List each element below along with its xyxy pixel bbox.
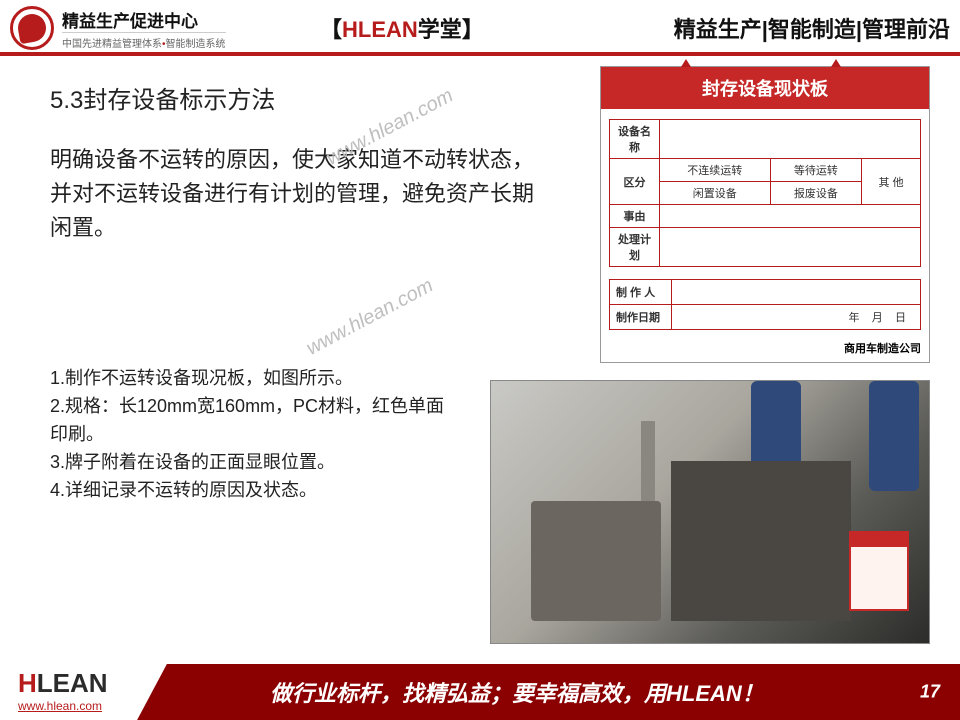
slide-content: www.hlean.com www.hlean.com 5.3封存设备标示方法 … — [0, 56, 960, 656]
instruction-item: 2.规格：长120mm宽160mm，PC材料，红色单面印刷。 — [50, 393, 450, 449]
instruction-item: 4.详细记录不运转的原因及状态。 — [50, 477, 450, 505]
category-cell: 报废设备 — [770, 182, 862, 205]
status-board-body: 设备名称 区分 不连续运转 等待运转 其 他 闲置设备 报废设备 事由 — [601, 109, 929, 336]
status-board-meta-table: 制 作 人 制作日期 年 月 日 — [609, 279, 921, 330]
equipment-photo — [490, 380, 930, 644]
header-center-title: 【HLEAN学堂】 — [320, 12, 484, 44]
page-number: 17 — [920, 682, 940, 703]
row-value — [672, 280, 921, 305]
status-board-table: 设备名称 区分 不连续运转 等待运转 其 他 闲置设备 报废设备 事由 — [609, 119, 921, 267]
slide-footer: HLEAN www.hlean.com 做行业标杆，找精弘益；要幸福高效，用HL… — [0, 664, 960, 720]
row-label: 制 作 人 — [610, 280, 672, 305]
row-label: 制作日期 — [610, 305, 672, 330]
watermark: www.hlean.com — [303, 274, 437, 360]
category-cell: 其 他 — [862, 159, 921, 205]
row-label: 事由 — [610, 205, 660, 228]
slide-header: 精益生产促进中心 中国先进精益管理体系•智能制造系统 【HLEAN学堂】 精益生… — [0, 0, 960, 56]
logo-subtitle: 中国先进精益管理体系•智能制造系统 — [62, 32, 226, 50]
instruction-item: 3.牌子附着在设备的正面显眼位置。 — [50, 449, 450, 477]
category-cell: 闲置设备 — [660, 182, 771, 205]
logo-text: 精益生产促进中心 中国先进精益管理体系•智能制造系统 — [62, 7, 226, 50]
footer-slogan-bar: 做行业标杆，找精弘益；要幸福高效，用HLEAN！ 17 — [180, 664, 960, 720]
row-value — [660, 228, 921, 267]
row-label: 设备名称 — [610, 120, 660, 159]
row-value — [660, 120, 921, 159]
row-value: 年 月 日 — [672, 305, 921, 330]
category-cell: 等待运转 — [770, 159, 862, 182]
section-description: 明确设备不运转的原因，使大家知道不动转状态，并对不运转设备进行有计划的管理，避免… — [50, 143, 550, 245]
instructions-list: 1.制作不运转设备现况板，如图所示。 2.规格：长120mm宽160mm，PC材… — [50, 365, 450, 504]
row-value — [660, 205, 921, 228]
status-board-footer: 商用车制造公司 — [601, 336, 929, 362]
status-board-card: 封存设备现状板 设备名称 区分 不连续运转 等待运转 其 他 闲置设备 报废设备 — [600, 66, 930, 363]
equipment-tag — [849, 531, 909, 611]
status-board-title: 封存设备现状板 — [601, 67, 929, 109]
logo-title: 精益生产促进中心 — [62, 7, 226, 32]
header-right-title: 精益生产|智能制造|管理前沿 — [674, 12, 950, 44]
category-cell: 不连续运转 — [660, 159, 771, 182]
instruction-item: 1.制作不运转设备现况板，如图所示。 — [50, 365, 450, 393]
pointer-icon — [831, 59, 841, 67]
row-label: 区分 — [610, 159, 660, 205]
logo-icon — [10, 6, 54, 50]
logo-block: 精益生产促进中心 中国先进精益管理体系•智能制造系统 — [10, 6, 270, 50]
footer-slogan: 做行业标杆，找精弘益；要幸福高效，用HLEAN！ — [270, 676, 764, 708]
pointer-icon — [681, 59, 691, 67]
row-label: 处理计划 — [610, 228, 660, 267]
